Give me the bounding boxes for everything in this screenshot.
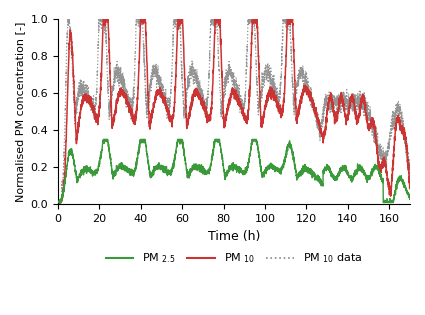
- Y-axis label: Normalised PM concentration [-]: Normalised PM concentration [-]: [15, 21, 25, 202]
- Legend: PM $_{2.5}$, PM $_{10}$, PM $_{10}$ data: PM $_{2.5}$, PM $_{10}$, PM $_{10}$ data: [101, 247, 367, 270]
- X-axis label: Time (h): Time (h): [208, 230, 260, 243]
